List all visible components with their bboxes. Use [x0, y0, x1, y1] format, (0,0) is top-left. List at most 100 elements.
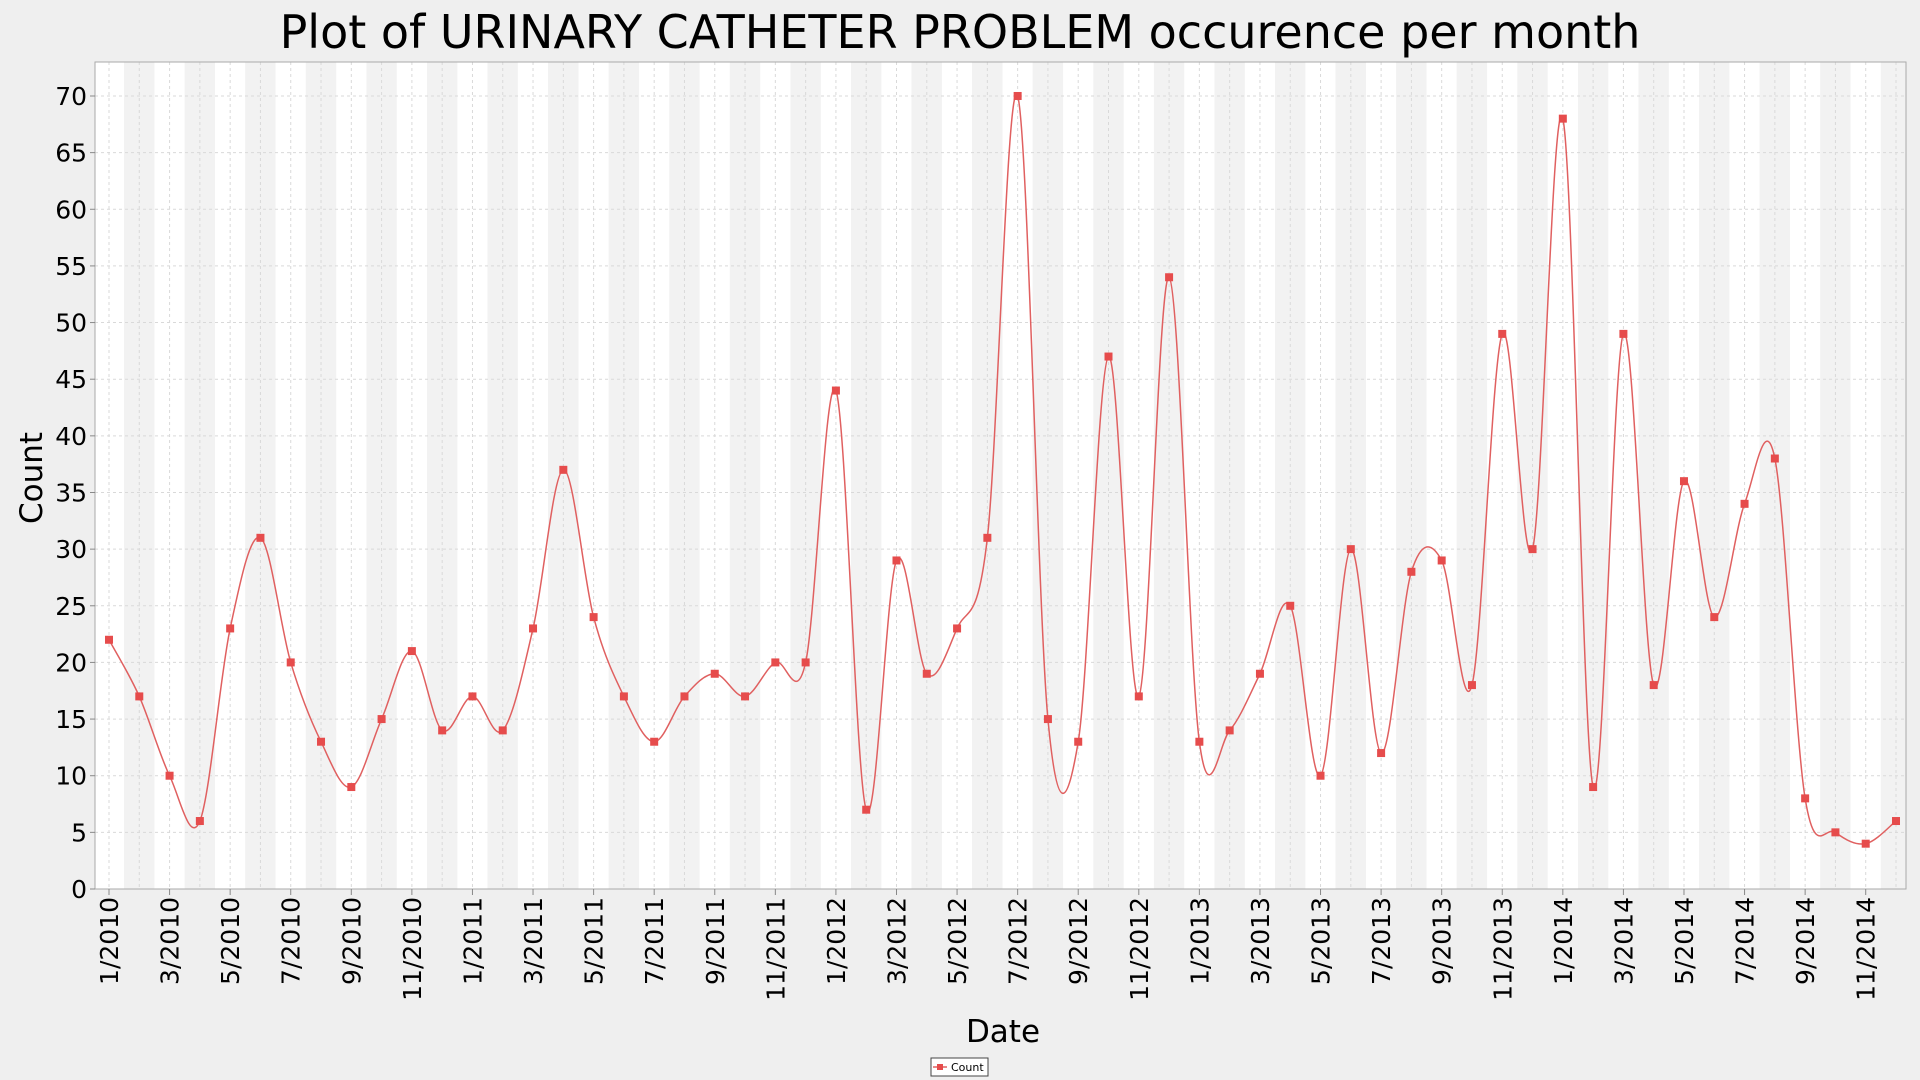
- data-point[interactable]: [922, 669, 931, 678]
- month-band: [305, 62, 337, 889]
- data-point[interactable]: [347, 783, 356, 792]
- data-point[interactable]: [438, 726, 447, 735]
- data-point[interactable]: [135, 692, 144, 701]
- data-point[interactable]: [1074, 737, 1083, 746]
- x-tick-label: 7/2011: [640, 897, 669, 985]
- data-point[interactable]: [1255, 669, 1264, 678]
- month-band: [1093, 62, 1124, 889]
- data-point[interactable]: [619, 692, 628, 701]
- month-band: [1699, 62, 1730, 889]
- data-point[interactable]: [377, 715, 386, 724]
- data-point[interactable]: [529, 624, 538, 633]
- month-band: [729, 62, 761, 889]
- data-point[interactable]: [801, 658, 810, 667]
- data-point[interactable]: [1710, 613, 1719, 622]
- month-band: [1032, 62, 1064, 889]
- data-point[interactable]: [1619, 329, 1628, 338]
- data-point[interactable]: [1589, 783, 1598, 792]
- series-layer: [105, 91, 1900, 848]
- data-point[interactable]: [195, 817, 204, 826]
- data-point[interactable]: [1165, 273, 1174, 282]
- y-tick-label: 20: [55, 648, 87, 677]
- data-point[interactable]: [771, 658, 780, 667]
- y-tick-label: 10: [55, 762, 87, 791]
- data-point[interactable]: [1316, 771, 1325, 780]
- month-band: [1517, 62, 1548, 889]
- data-point[interactable]: [1043, 715, 1052, 724]
- month-band: [245, 62, 276, 889]
- data-point[interactable]: [256, 533, 265, 542]
- chart-title: Plot of URINARY CATHETER PROBLEM occuren…: [280, 5, 1641, 59]
- data-point[interactable]: [1134, 692, 1143, 701]
- data-point[interactable]: [1346, 545, 1355, 554]
- month-band: [548, 62, 579, 889]
- data-point[interactable]: [710, 669, 719, 678]
- month-band: [639, 62, 670, 889]
- data-point[interactable]: [1740, 499, 1749, 508]
- x-tick-label: 11/2014: [1852, 897, 1881, 1001]
- data-point[interactable]: [286, 658, 295, 667]
- data-point[interactable]: [1649, 681, 1658, 690]
- month-band: [427, 62, 458, 889]
- y-tick-label: 65: [55, 139, 87, 168]
- month-band: [1456, 62, 1488, 889]
- legend-label: Count: [951, 1061, 984, 1074]
- month-band: [1275, 62, 1306, 889]
- data-point[interactable]: [680, 692, 689, 701]
- month-band: [1729, 62, 1760, 889]
- data-point[interactable]: [317, 737, 326, 746]
- data-point[interactable]: [1679, 477, 1688, 486]
- month-band: [760, 62, 791, 889]
- x-axis-label: Date: [966, 1014, 1040, 1050]
- y-tick-label: 25: [55, 592, 87, 621]
- data-point[interactable]: [983, 533, 992, 542]
- data-point[interactable]: [1377, 749, 1386, 758]
- data-point[interactable]: [831, 386, 840, 395]
- data-point[interactable]: [1104, 352, 1113, 361]
- month-band: [396, 62, 428, 889]
- month-band: [1668, 62, 1700, 889]
- data-point[interactable]: [1286, 601, 1295, 610]
- data-point[interactable]: [105, 635, 113, 644]
- data-point[interactable]: [407, 647, 416, 656]
- x-tick-label: 3/2012: [882, 897, 911, 985]
- data-point[interactable]: [1407, 567, 1416, 576]
- data-point[interactable]: [741, 692, 750, 701]
- x-tick-label: 11/2013: [1488, 897, 1517, 1001]
- data-point[interactable]: [1225, 726, 1234, 735]
- data-point[interactable]: [1467, 681, 1476, 690]
- month-band: [487, 62, 518, 889]
- data-point[interactable]: [1801, 794, 1810, 803]
- data-point[interactable]: [650, 737, 659, 746]
- data-point[interactable]: [468, 692, 477, 701]
- data-point[interactable]: [1498, 329, 1507, 338]
- data-point[interactable]: [589, 613, 598, 622]
- data-point[interactable]: [1528, 545, 1537, 554]
- x-tick-label: 5/2012: [943, 897, 972, 985]
- y-tick-label: 55: [55, 252, 87, 281]
- data-point[interactable]: [1861, 839, 1870, 848]
- data-point[interactable]: [165, 771, 174, 780]
- x-tick-label: 11/2010: [398, 897, 427, 1001]
- data-point[interactable]: [892, 556, 901, 565]
- data-point[interactable]: [1558, 114, 1567, 123]
- data-point[interactable]: [226, 624, 235, 633]
- data-point[interactable]: [1437, 556, 1446, 565]
- month-band: [820, 62, 852, 889]
- data-point[interactable]: [1195, 737, 1204, 746]
- data-point[interactable]: [1013, 91, 1022, 100]
- data-point[interactable]: [1770, 454, 1779, 463]
- data-point[interactable]: [1892, 817, 1900, 826]
- y-tick-label: 30: [55, 535, 87, 564]
- x-tick-label: 9/2012: [1064, 897, 1093, 985]
- data-point[interactable]: [862, 805, 871, 814]
- data-point[interactable]: [953, 624, 962, 633]
- data-point[interactable]: [559, 465, 568, 474]
- y-tick-label: 5: [71, 818, 87, 847]
- x-tick-label: 3/2013: [1246, 897, 1275, 985]
- data-point[interactable]: [498, 726, 507, 735]
- x-tick-label: 7/2013: [1367, 897, 1396, 985]
- data-point[interactable]: [1831, 828, 1840, 837]
